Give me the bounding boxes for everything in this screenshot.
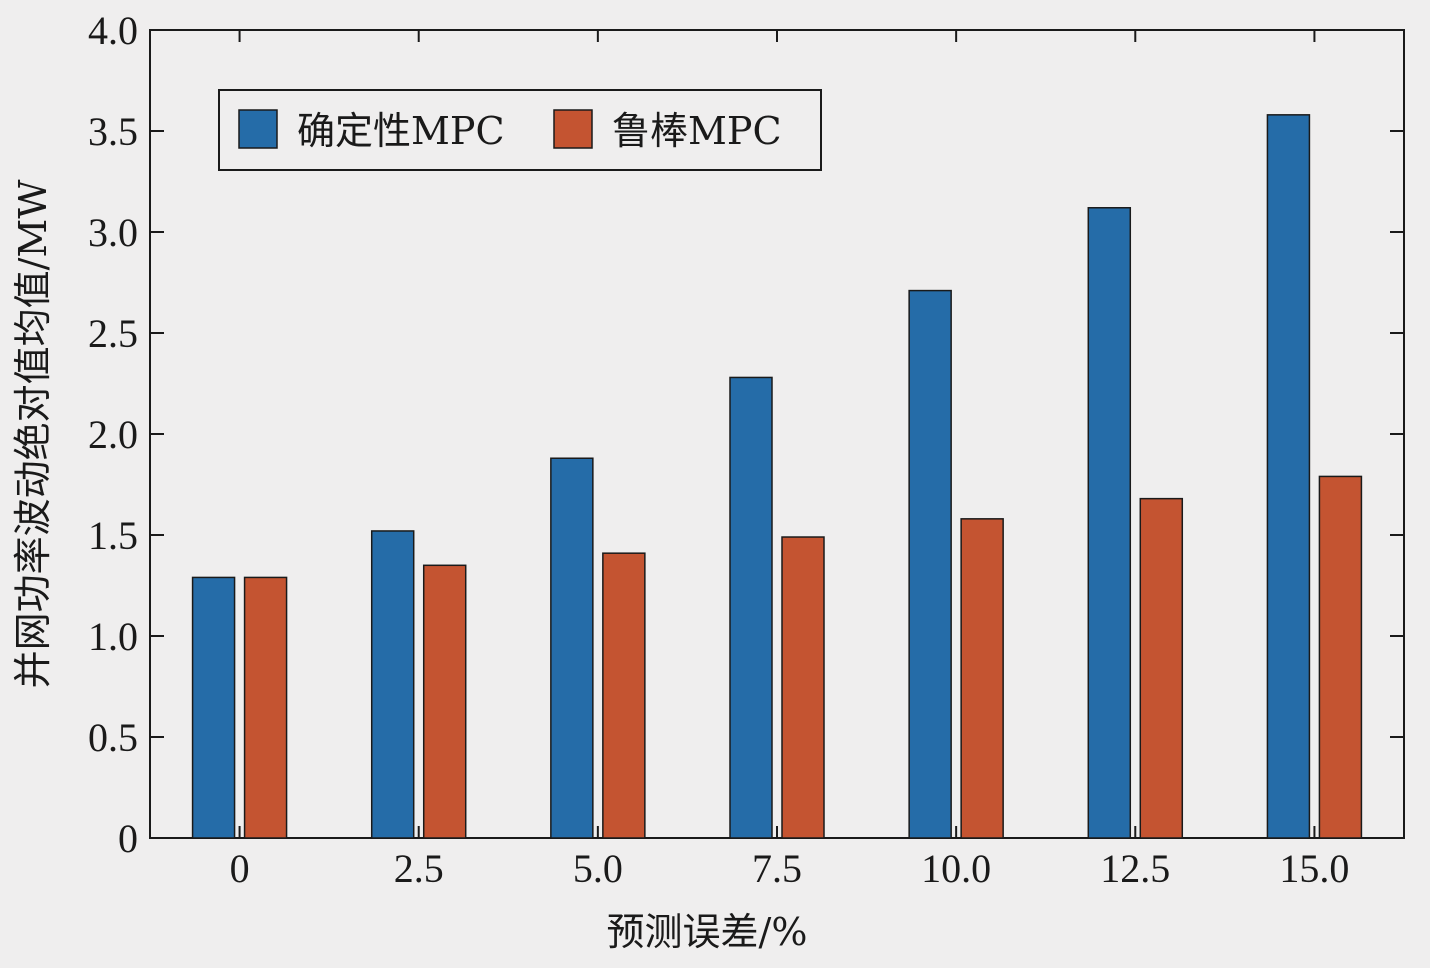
y-tick-label: 2.0 <box>88 412 138 457</box>
x-tick-label: 0 <box>230 846 250 891</box>
y-tick-label: 3.5 <box>88 109 138 154</box>
legend-swatch-robust <box>553 109 593 149</box>
x-tick-label: 7.5 <box>752 846 802 891</box>
y-tick-label: 1.5 <box>88 513 138 558</box>
legend-box <box>218 89 822 171</box>
bar-robust-mpc <box>602 552 646 839</box>
x-tick-label: 10.0 <box>921 846 991 891</box>
bar-deterministic-mpc <box>1266 114 1311 839</box>
bar-deterministic-mpc <box>1087 207 1132 839</box>
bar-robust-mpc <box>781 536 825 839</box>
y-tick-label: 2.5 <box>88 311 138 356</box>
bar-deterministic-mpc <box>370 530 415 839</box>
y-tick-label: 0.5 <box>88 715 138 760</box>
bar-robust-mpc <box>422 564 467 839</box>
y-axis-title: 并网功率波动绝对值均值/MW <box>11 180 55 689</box>
y-tick-label: 1.0 <box>88 614 138 659</box>
bar-deterministic-mpc <box>550 457 594 839</box>
bar-deterministic-mpc <box>908 289 952 839</box>
bar-robust-mpc <box>960 518 1004 839</box>
bar-robust-mpc <box>1318 475 1363 839</box>
bar-robust-mpc <box>1139 497 1184 839</box>
bar-deterministic-mpc <box>191 576 236 839</box>
y-axis-ticks: 0 0.5 1.0 1.5 2.0 2.5 3.0 3.5 4.0 <box>88 8 1404 861</box>
bars-group <box>191 114 1363 839</box>
bar-robust-mpc <box>243 576 288 839</box>
legend-label-robust: 鲁棒MPC <box>612 109 782 153</box>
legend: 确定性MPC 鲁棒MPC <box>218 89 822 171</box>
x-tick-label: 12.5 <box>1100 846 1170 891</box>
x-tick-label: 5.0 <box>573 846 623 891</box>
x-axis-title: 预测误差/% <box>607 910 808 954</box>
x-axis-ticks: 0 2.5 5.0 7.5 10.0 12.5 15.0 <box>230 30 1349 891</box>
y-tick-label: 4.0 <box>88 8 138 53</box>
x-tick-label: 15.0 <box>1279 846 1349 891</box>
y-tick-label: 0 <box>118 816 138 861</box>
legend-swatch-deterministic <box>238 109 278 149</box>
x-tick-label: 2.5 <box>394 846 444 891</box>
y-tick-label: 3.0 <box>88 210 138 255</box>
legend-label-deterministic: 确定性MPC <box>297 109 505 153</box>
bar-deterministic-mpc <box>729 376 773 839</box>
